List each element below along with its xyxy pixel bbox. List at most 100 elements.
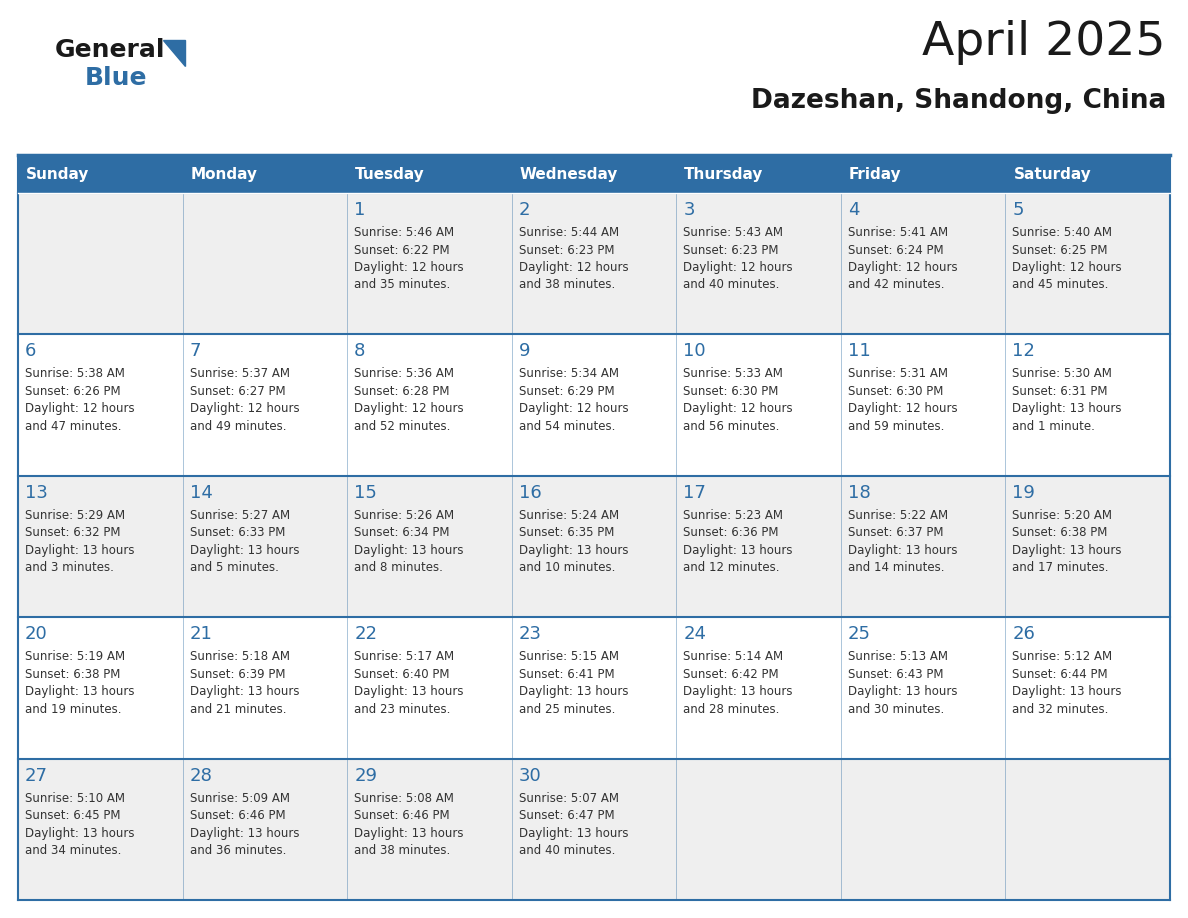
Text: 15: 15 bbox=[354, 484, 377, 502]
Text: Blue: Blue bbox=[86, 66, 147, 90]
Text: Sunset: 6:44 PM: Sunset: 6:44 PM bbox=[1012, 667, 1108, 681]
Text: Daylight: 13 hours: Daylight: 13 hours bbox=[25, 685, 134, 699]
Text: Sunrise: 5:34 AM: Sunrise: 5:34 AM bbox=[519, 367, 619, 380]
Text: Daylight: 12 hours: Daylight: 12 hours bbox=[848, 402, 958, 416]
Text: 18: 18 bbox=[848, 484, 871, 502]
Text: Daylight: 13 hours: Daylight: 13 hours bbox=[25, 543, 134, 557]
Text: Sunrise: 5:19 AM: Sunrise: 5:19 AM bbox=[25, 650, 125, 663]
Text: Daylight: 13 hours: Daylight: 13 hours bbox=[1012, 685, 1121, 699]
Text: Daylight: 12 hours: Daylight: 12 hours bbox=[519, 261, 628, 274]
Text: 27: 27 bbox=[25, 767, 48, 785]
Text: Sunrise: 5:09 AM: Sunrise: 5:09 AM bbox=[190, 791, 290, 804]
Text: and 38 minutes.: and 38 minutes. bbox=[519, 278, 615, 292]
Text: 23: 23 bbox=[519, 625, 542, 644]
Text: Sunset: 6:24 PM: Sunset: 6:24 PM bbox=[848, 243, 943, 256]
Text: Daylight: 12 hours: Daylight: 12 hours bbox=[190, 402, 299, 416]
Text: 13: 13 bbox=[25, 484, 48, 502]
Text: and 40 minutes.: and 40 minutes. bbox=[519, 844, 615, 857]
Text: Sunrise: 5:46 AM: Sunrise: 5:46 AM bbox=[354, 226, 454, 239]
Text: and 1 minute.: and 1 minute. bbox=[1012, 420, 1095, 433]
Text: Daylight: 13 hours: Daylight: 13 hours bbox=[848, 543, 958, 557]
Text: 5: 5 bbox=[1012, 201, 1024, 219]
Text: Sunrise: 5:43 AM: Sunrise: 5:43 AM bbox=[683, 226, 783, 239]
Text: Sunset: 6:36 PM: Sunset: 6:36 PM bbox=[683, 526, 779, 539]
Text: Sunrise: 5:10 AM: Sunrise: 5:10 AM bbox=[25, 791, 125, 804]
Text: 29: 29 bbox=[354, 767, 377, 785]
Text: 16: 16 bbox=[519, 484, 542, 502]
Text: Friday: Friday bbox=[849, 166, 902, 182]
Text: and 19 minutes.: and 19 minutes. bbox=[25, 702, 121, 716]
Text: Sunset: 6:41 PM: Sunset: 6:41 PM bbox=[519, 667, 614, 681]
Text: Daylight: 12 hours: Daylight: 12 hours bbox=[354, 261, 463, 274]
Text: Daylight: 12 hours: Daylight: 12 hours bbox=[25, 402, 134, 416]
Text: Sunrise: 5:08 AM: Sunrise: 5:08 AM bbox=[354, 791, 454, 804]
Text: Daylight: 13 hours: Daylight: 13 hours bbox=[683, 685, 792, 699]
Text: Sunset: 6:23 PM: Sunset: 6:23 PM bbox=[519, 243, 614, 256]
Text: Daylight: 12 hours: Daylight: 12 hours bbox=[519, 402, 628, 416]
Text: 30: 30 bbox=[519, 767, 542, 785]
Text: Thursday: Thursday bbox=[684, 166, 764, 182]
Text: Saturday: Saturday bbox=[1013, 166, 1092, 182]
Bar bbox=[18, 334, 1170, 476]
Text: Sunrise: 5:27 AM: Sunrise: 5:27 AM bbox=[190, 509, 290, 521]
Text: 1: 1 bbox=[354, 201, 366, 219]
Text: Sunrise: 5:12 AM: Sunrise: 5:12 AM bbox=[1012, 650, 1112, 663]
Text: Sunset: 6:33 PM: Sunset: 6:33 PM bbox=[190, 526, 285, 539]
Text: Sunset: 6:30 PM: Sunset: 6:30 PM bbox=[683, 385, 778, 397]
Text: Sunrise: 5:14 AM: Sunrise: 5:14 AM bbox=[683, 650, 783, 663]
Bar bbox=[18, 758, 1170, 900]
Text: Daylight: 13 hours: Daylight: 13 hours bbox=[1012, 543, 1121, 557]
Text: 12: 12 bbox=[1012, 342, 1035, 361]
Text: 2: 2 bbox=[519, 201, 530, 219]
Text: and 52 minutes.: and 52 minutes. bbox=[354, 420, 450, 433]
Text: 6: 6 bbox=[25, 342, 37, 361]
Text: Daylight: 13 hours: Daylight: 13 hours bbox=[25, 826, 134, 840]
Text: Sunrise: 5:41 AM: Sunrise: 5:41 AM bbox=[848, 226, 948, 239]
Text: 11: 11 bbox=[848, 342, 871, 361]
Bar bbox=[18, 617, 1170, 758]
Text: 3: 3 bbox=[683, 201, 695, 219]
Text: and 17 minutes.: and 17 minutes. bbox=[1012, 561, 1108, 575]
Text: Sunset: 6:39 PM: Sunset: 6:39 PM bbox=[190, 667, 285, 681]
Text: Sunrise: 5:24 AM: Sunrise: 5:24 AM bbox=[519, 509, 619, 521]
Text: 9: 9 bbox=[519, 342, 530, 361]
Text: 28: 28 bbox=[190, 767, 213, 785]
Text: Daylight: 13 hours: Daylight: 13 hours bbox=[190, 543, 299, 557]
Bar bbox=[18, 476, 1170, 617]
Text: Sunrise: 5:29 AM: Sunrise: 5:29 AM bbox=[25, 509, 125, 521]
Text: 24: 24 bbox=[683, 625, 707, 644]
Text: and 14 minutes.: and 14 minutes. bbox=[848, 561, 944, 575]
Text: Daylight: 13 hours: Daylight: 13 hours bbox=[354, 826, 463, 840]
Text: Sunset: 6:37 PM: Sunset: 6:37 PM bbox=[848, 526, 943, 539]
Text: Sunrise: 5:15 AM: Sunrise: 5:15 AM bbox=[519, 650, 619, 663]
Text: 4: 4 bbox=[848, 201, 859, 219]
Text: 26: 26 bbox=[1012, 625, 1035, 644]
Text: Wednesday: Wednesday bbox=[519, 166, 618, 182]
Text: Sunrise: 5:18 AM: Sunrise: 5:18 AM bbox=[190, 650, 290, 663]
Text: Sunrise: 5:20 AM: Sunrise: 5:20 AM bbox=[1012, 509, 1112, 521]
Text: and 54 minutes.: and 54 minutes. bbox=[519, 420, 615, 433]
Text: and 35 minutes.: and 35 minutes. bbox=[354, 278, 450, 292]
Text: Sunset: 6:47 PM: Sunset: 6:47 PM bbox=[519, 809, 614, 823]
Text: and 12 minutes.: and 12 minutes. bbox=[683, 561, 779, 575]
Text: and 23 minutes.: and 23 minutes. bbox=[354, 702, 450, 716]
Text: Daylight: 12 hours: Daylight: 12 hours bbox=[354, 402, 463, 416]
Text: Sunrise: 5:26 AM: Sunrise: 5:26 AM bbox=[354, 509, 454, 521]
Text: April 2025: April 2025 bbox=[923, 20, 1165, 65]
Text: Daylight: 12 hours: Daylight: 12 hours bbox=[1012, 261, 1121, 274]
Text: Sunset: 6:23 PM: Sunset: 6:23 PM bbox=[683, 243, 779, 256]
Text: Daylight: 13 hours: Daylight: 13 hours bbox=[354, 685, 463, 699]
Text: Daylight: 13 hours: Daylight: 13 hours bbox=[190, 685, 299, 699]
Text: and 30 minutes.: and 30 minutes. bbox=[848, 702, 944, 716]
Text: Sunset: 6:27 PM: Sunset: 6:27 PM bbox=[190, 385, 285, 397]
Text: Sunrise: 5:40 AM: Sunrise: 5:40 AM bbox=[1012, 226, 1112, 239]
Text: Sunrise: 5:44 AM: Sunrise: 5:44 AM bbox=[519, 226, 619, 239]
Text: Sunset: 6:38 PM: Sunset: 6:38 PM bbox=[1012, 526, 1107, 539]
Text: 20: 20 bbox=[25, 625, 48, 644]
Text: Sunday: Sunday bbox=[26, 166, 89, 182]
Text: 17: 17 bbox=[683, 484, 706, 502]
Text: Sunset: 6:22 PM: Sunset: 6:22 PM bbox=[354, 243, 450, 256]
Text: Daylight: 13 hours: Daylight: 13 hours bbox=[683, 543, 792, 557]
Text: 8: 8 bbox=[354, 342, 366, 361]
Text: Daylight: 13 hours: Daylight: 13 hours bbox=[1012, 402, 1121, 416]
